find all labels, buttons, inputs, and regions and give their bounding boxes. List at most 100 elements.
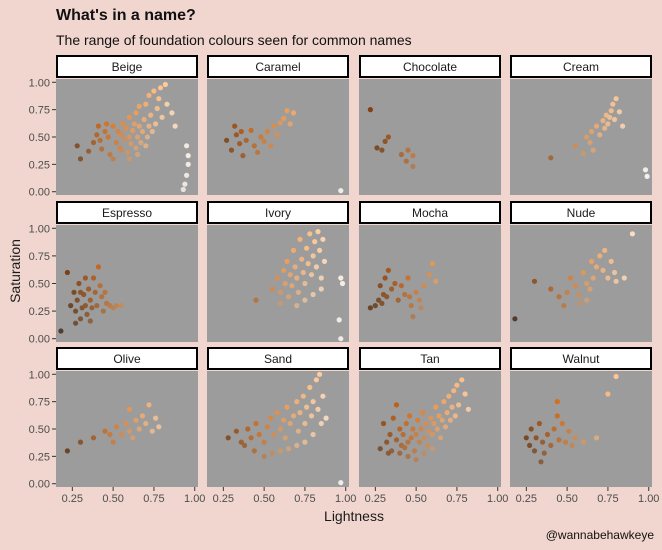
- data-point: [240, 153, 246, 159]
- data-point: [286, 446, 292, 452]
- x-tick-label: 0.50: [405, 493, 426, 505]
- data-point: [74, 143, 80, 149]
- data-point: [321, 258, 328, 264]
- data-point: [600, 118, 606, 124]
- data-point: [536, 420, 543, 427]
- data-point: [589, 258, 595, 264]
- data-point: [317, 371, 323, 377]
- data-point: [459, 377, 465, 383]
- data-point: [290, 247, 297, 253]
- data-point: [438, 435, 444, 441]
- data-point: [136, 123, 142, 129]
- data-point: [541, 450, 547, 456]
- data-point: [64, 448, 70, 454]
- data-point: [587, 286, 593, 292]
- data-point: [281, 267, 287, 273]
- data-point: [408, 303, 414, 309]
- data-point: [580, 269, 587, 276]
- data-point: [102, 128, 108, 135]
- facet-strip-cream: [510, 55, 652, 78]
- data-point: [569, 442, 575, 448]
- y-tick-label: 0.00: [29, 479, 50, 491]
- data-point: [184, 172, 190, 178]
- data-point: [397, 426, 403, 432]
- data-point: [102, 289, 108, 295]
- data-point: [572, 435, 578, 441]
- data-point: [600, 267, 606, 273]
- data-point: [420, 410, 426, 416]
- data-point: [287, 272, 293, 278]
- data-point: [572, 143, 578, 149]
- data-point: [439, 417, 445, 423]
- facet-strip-olive: [56, 347, 198, 370]
- data-point: [556, 437, 562, 443]
- y-tick-label: 0.25: [29, 451, 50, 463]
- data-point: [118, 303, 124, 309]
- data-point: [451, 388, 457, 394]
- data-point: [413, 457, 419, 463]
- data-point: [185, 161, 191, 167]
- facet-label-sand: Sand: [264, 352, 292, 366]
- data-point: [238, 439, 244, 445]
- data-point: [77, 289, 84, 295]
- data-point: [294, 442, 300, 448]
- data-point: [281, 115, 287, 121]
- data-point: [95, 264, 101, 270]
- data-point: [411, 448, 418, 454]
- data-point: [616, 109, 623, 115]
- data-point: [607, 114, 613, 120]
- data-point: [408, 435, 414, 441]
- data-point: [523, 435, 529, 441]
- data-point: [577, 300, 583, 306]
- data-point: [149, 428, 155, 434]
- data-point: [141, 116, 147, 123]
- data-point: [256, 431, 262, 438]
- facet-label-cream: Cream: [563, 60, 599, 74]
- data-point: [290, 413, 297, 419]
- data-point: [527, 442, 533, 448]
- data-point: [118, 132, 124, 138]
- data-point: [146, 402, 152, 408]
- data-point: [74, 297, 80, 303]
- x-tick-label: 0.25: [516, 493, 537, 505]
- data-point: [398, 283, 404, 289]
- data-point: [251, 448, 257, 454]
- data-point: [295, 289, 301, 295]
- data-point: [123, 420, 129, 427]
- data-point: [629, 231, 636, 237]
- data-point: [402, 291, 408, 298]
- data-point: [261, 138, 267, 144]
- data-point: [58, 328, 64, 334]
- data-point: [382, 138, 388, 144]
- data-point: [644, 173, 650, 179]
- data-point: [281, 417, 287, 423]
- data-point: [271, 431, 277, 438]
- data-point: [297, 236, 303, 242]
- data-point: [421, 450, 427, 456]
- data-point: [436, 413, 442, 419]
- data-point: [77, 316, 84, 322]
- data-point: [441, 399, 447, 405]
- y-tick-label: 0.75: [29, 105, 50, 117]
- data-point: [377, 446, 383, 452]
- data-point: [146, 92, 152, 98]
- data-point: [556, 294, 562, 300]
- data-point: [180, 186, 186, 193]
- data-point: [405, 275, 411, 281]
- data-point: [548, 442, 554, 448]
- data-point: [395, 297, 401, 303]
- data-point: [385, 267, 391, 273]
- data-point: [442, 424, 449, 430]
- data-point: [118, 431, 124, 438]
- x-tick-label: 0.50: [102, 493, 123, 505]
- data-point: [572, 283, 578, 289]
- data-point: [405, 439, 411, 445]
- data-point: [185, 153, 191, 159]
- x-tick-label: 1.00: [184, 493, 205, 505]
- data-point: [512, 316, 518, 322]
- data-point: [264, 424, 270, 430]
- data-point: [608, 108, 614, 114]
- data-point: [294, 303, 300, 309]
- data-point: [89, 305, 95, 311]
- facet-panel-cream: [510, 79, 652, 195]
